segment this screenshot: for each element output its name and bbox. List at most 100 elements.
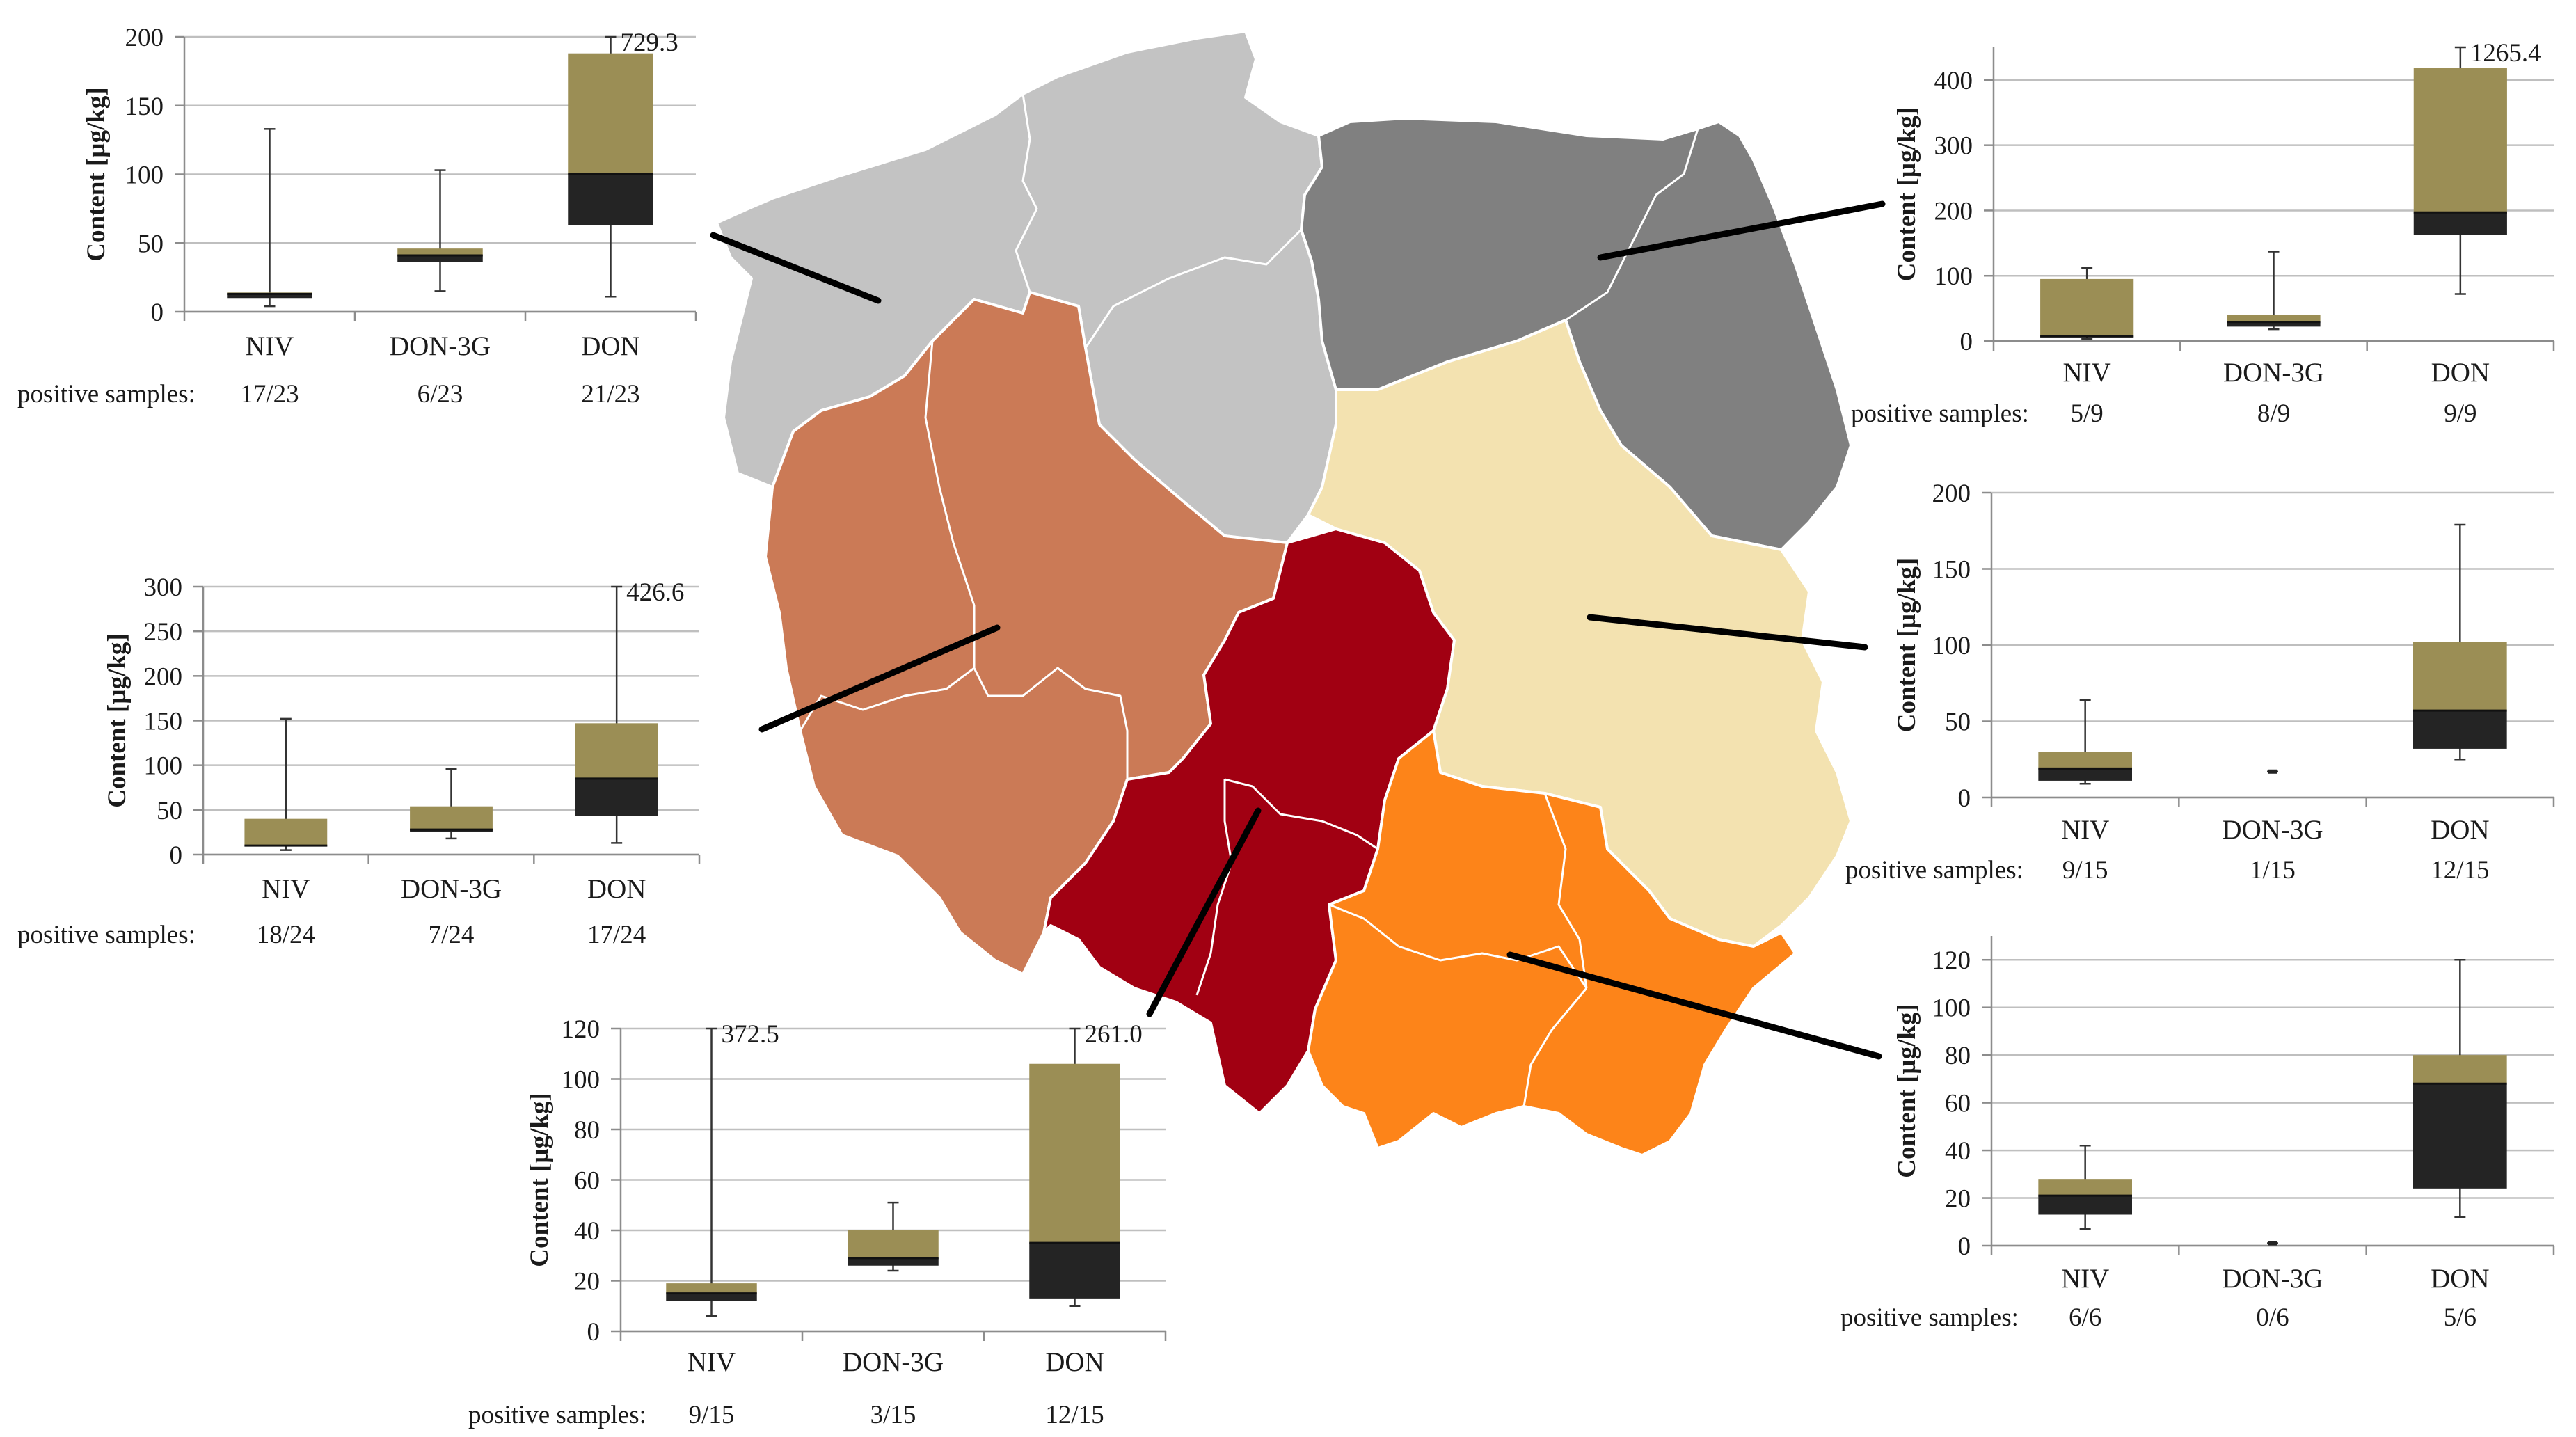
y-tick-label: 0 xyxy=(1958,784,1971,813)
positive-samples-label: positive samples: xyxy=(1840,1303,2019,1332)
box-upper xyxy=(1029,1063,1120,1244)
max-value-label: 261.0 xyxy=(1085,1020,1143,1049)
category-label: NIV xyxy=(2063,358,2111,388)
positive-samples-value: 9/15 xyxy=(2062,856,2108,884)
connector-south xyxy=(1146,807,1262,1017)
connector-northeast xyxy=(1597,200,1886,261)
y-tick-label: 120 xyxy=(562,1015,601,1044)
category-label: DON xyxy=(2431,358,2490,388)
chart-west: 0 50 100 150 200 250 300 Content [µg/kg] positiv… xyxy=(17,573,701,949)
category-label: DON xyxy=(587,874,646,904)
connector-lines xyxy=(710,200,1886,1060)
category-label: NIV xyxy=(2061,1264,2109,1294)
box-lower xyxy=(2038,768,2132,781)
y-tick-label: 150 xyxy=(125,93,164,121)
box-upper xyxy=(575,723,658,779)
positive-samples-value: 9/15 xyxy=(689,1401,735,1429)
connector-east xyxy=(1587,614,1868,651)
chart-northwest: 0 50 100 150 200 Content [µg/kg] positive samp… xyxy=(17,24,697,408)
poland-map xyxy=(715,30,1852,1157)
positive-samples-value: 17/24 xyxy=(587,921,646,949)
category-label: DON xyxy=(2431,1264,2490,1294)
y-tick-label: 100 xyxy=(562,1066,601,1095)
positive-samples-value: 8/9 xyxy=(2257,399,2290,428)
y-tick-label: 200 xyxy=(144,662,183,691)
box-upper xyxy=(410,806,493,830)
box-lower xyxy=(2413,212,2507,235)
box-upper xyxy=(2038,1179,2132,1196)
max-value-label: 729.3 xyxy=(621,29,678,57)
internal-borders xyxy=(799,93,1699,1107)
y-tick-label: 200 xyxy=(1932,479,1971,508)
box-lower xyxy=(397,255,483,262)
y-tick-label: 60 xyxy=(574,1167,600,1196)
y-tick-label: 80 xyxy=(574,1116,600,1145)
y-tick-label: 100 xyxy=(1932,994,1971,1023)
y-tick-label: 200 xyxy=(1934,197,1973,225)
positive-samples-value: 9/9 xyxy=(2444,399,2476,428)
y-tick-label: 150 xyxy=(144,708,183,736)
y-tick-label: 150 xyxy=(1932,556,1971,585)
y-tick-label: 300 xyxy=(1934,132,1973,161)
y-axis-label: Content [µg/kg] xyxy=(525,1093,554,1267)
connector-west xyxy=(758,624,1001,733)
positive-samples-label: positive samples: xyxy=(17,380,196,408)
y-tick-label: 120 xyxy=(1932,946,1971,975)
category-label: DON-3G xyxy=(2222,1264,2323,1294)
category-label: DON xyxy=(581,331,640,361)
y-axis-label: Content [µg/kg] xyxy=(1893,558,1921,733)
box-upper xyxy=(244,818,328,846)
positive-samples-value: 18/24 xyxy=(257,921,315,949)
connector-northwest xyxy=(710,232,882,304)
category-label: DON-3G xyxy=(401,874,502,904)
positive-samples-value: 17/23 xyxy=(240,380,299,408)
box-lower xyxy=(575,778,658,816)
positive-samples-value: 6/23 xyxy=(418,380,463,408)
box-lower xyxy=(568,174,653,225)
positive-samples-value: 5/6 xyxy=(2444,1303,2476,1332)
box-upper xyxy=(848,1230,939,1258)
region-east xyxy=(1307,319,1852,948)
positive-samples-value: 5/9 xyxy=(2071,399,2104,428)
y-tick-label: 0 xyxy=(151,299,164,327)
box-lower xyxy=(666,1293,757,1301)
box-upper xyxy=(568,53,653,175)
y-tick-label: 100 xyxy=(144,752,183,781)
positive-samples-value: 0/6 xyxy=(2256,1303,2289,1332)
box-lower xyxy=(2038,1196,2132,1215)
category-label: NIV xyxy=(2061,815,2109,845)
box-upper xyxy=(2413,1055,2507,1084)
y-tick-label: 200 xyxy=(125,24,164,52)
y-tick-label: 0 xyxy=(170,841,183,870)
positive-samples-label: positive samples: xyxy=(1845,856,2024,884)
category-label: NIV xyxy=(687,1347,736,1377)
positive-samples-value: 12/15 xyxy=(2431,856,2489,884)
positive-samples-value: 7/24 xyxy=(429,921,475,949)
box-lower xyxy=(227,294,312,299)
box-upper xyxy=(2040,278,2134,337)
y-tick-label: 20 xyxy=(1945,1185,1971,1214)
max-value-label: 1265.4 xyxy=(2470,39,2541,68)
box-upper xyxy=(2038,752,2132,769)
positive-samples-value: 21/23 xyxy=(581,380,639,408)
y-axis-label: Content [µg/kg] xyxy=(103,633,132,808)
box-upper xyxy=(2413,642,2507,711)
chart-northeast: 0 100 200 300 400 Content [µg/kg] positive sam… xyxy=(1851,39,2555,428)
box-upper xyxy=(2227,315,2321,322)
category-label: DON-3G xyxy=(390,331,491,361)
y-tick-label: 300 xyxy=(144,573,183,602)
max-value-label: 372.5 xyxy=(722,1020,779,1049)
positive-samples-label: positive samples: xyxy=(468,1401,646,1429)
y-tick-label: 250 xyxy=(144,618,183,646)
y-tick-label: 100 xyxy=(125,161,164,190)
category-label: DON-3G xyxy=(2223,358,2324,388)
box-upper xyxy=(397,248,483,256)
y-tick-label: 60 xyxy=(1945,1090,1971,1118)
chart-east: 0 50 100 150 200 Content [µg/kg] positive samp… xyxy=(1845,479,2555,884)
positive-samples-label: positive samples: xyxy=(1851,399,2029,428)
box-lower xyxy=(2413,710,2507,749)
box-upper xyxy=(2413,68,2507,213)
y-axis-label: Content [µg/kg] xyxy=(1893,107,1921,282)
category-label: DON xyxy=(2431,815,2490,845)
